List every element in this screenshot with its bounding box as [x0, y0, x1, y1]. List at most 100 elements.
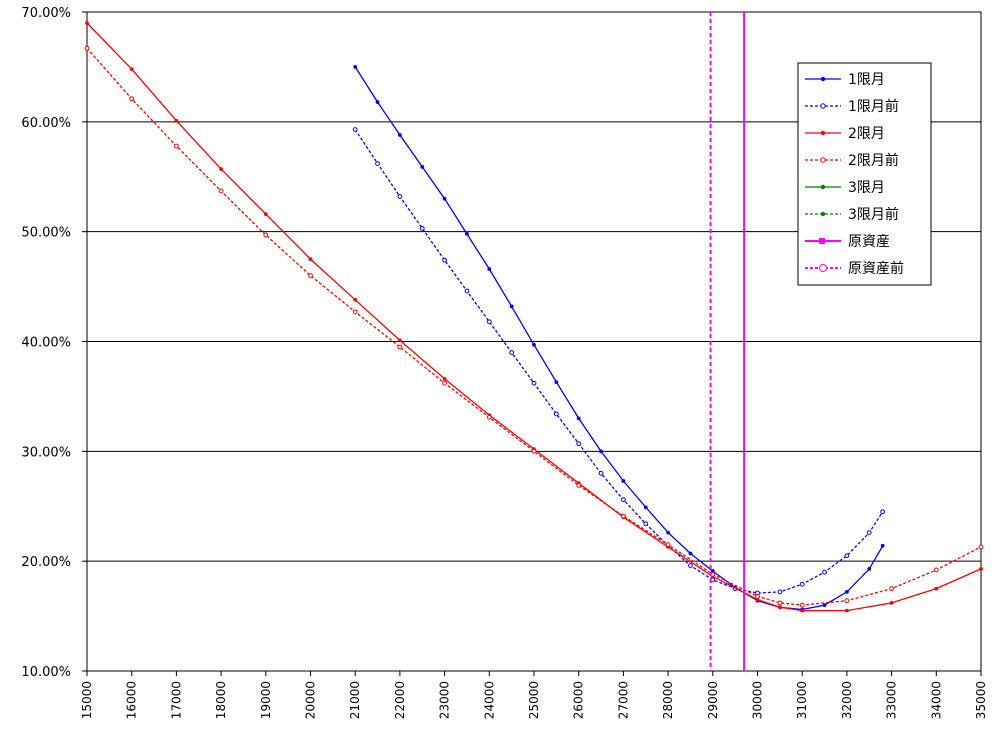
data-point — [933, 567, 939, 573]
data-point — [509, 304, 514, 309]
data-point — [219, 167, 224, 171]
data-point — [487, 267, 492, 271]
x-tick-label: 24000 — [482, 681, 496, 719]
data-point — [397, 344, 403, 350]
data-point — [442, 257, 448, 263]
y-tick-label: 20.00% — [21, 555, 71, 570]
x-tick-label: 25000 — [527, 681, 541, 719]
data-point — [621, 513, 626, 519]
x-tick-label: 19000 — [259, 681, 273, 719]
data-point — [398, 338, 402, 343]
data-point — [553, 411, 559, 417]
data-point — [688, 551, 693, 556]
x-tick-label: 35000 — [974, 681, 988, 719]
data-point — [845, 608, 849, 613]
x-tick-label: 34000 — [929, 681, 943, 719]
data-point — [889, 601, 894, 605]
legend-label: 1限月前 — [848, 98, 899, 115]
legend-marker — [820, 211, 826, 217]
x-axis-ticks: 15000 16000 17000 18000 19000 20000 21000 22000… — [80, 671, 988, 719]
x-tick-label: 22000 — [393, 681, 407, 719]
legend-label: 原資産 — [848, 234, 890, 250]
x-tick-label: 32000 — [840, 681, 854, 719]
y-axis-ticks: 10.00% 20.00% 30.00% 40.00% 50.00% 60.00% 70.0… — [21, 6, 87, 680]
data-point — [867, 566, 872, 571]
data-point — [218, 188, 224, 194]
data-point — [643, 521, 649, 527]
y-tick-label: 10.00% — [21, 665, 71, 680]
x-tick-label: 31000 — [795, 681, 809, 719]
x-tick-label: 26000 — [572, 681, 586, 719]
series-line-4 — [86, 47, 982, 606]
data-point — [509, 350, 515, 355]
data-point — [308, 257, 313, 262]
data-point — [84, 45, 90, 51]
data-point — [263, 232, 269, 238]
y-tick-label: 70.00% — [21, 6, 71, 21]
data-point — [599, 449, 603, 454]
legend-label: 3限月前 — [848, 206, 899, 223]
data-point — [375, 100, 380, 104]
data-point — [576, 482, 582, 488]
data-point — [880, 543, 885, 548]
data-point — [576, 441, 582, 447]
data-point — [532, 342, 536, 347]
data-point — [934, 586, 939, 591]
legend-marker — [820, 103, 826, 109]
y-tick-label: 40.00% — [21, 336, 71, 351]
x-tick-label: 28000 — [661, 681, 675, 719]
data-point — [419, 225, 425, 231]
data-point — [978, 544, 984, 550]
data-point — [844, 553, 850, 559]
data-point — [889, 586, 894, 592]
data-point — [398, 133, 402, 137]
data-point — [442, 380, 448, 386]
legend-label: 2限月 — [848, 126, 885, 142]
data-point — [688, 563, 693, 568]
data-point — [531, 448, 537, 454]
data-point — [845, 590, 849, 594]
data-point — [85, 21, 89, 25]
data-point — [643, 505, 648, 510]
legend-label: 3限月 — [848, 180, 885, 196]
data-point — [174, 118, 179, 123]
x-tick-label: 20000 — [304, 681, 318, 719]
data-point — [777, 589, 783, 595]
data-point — [263, 212, 268, 216]
x-tick-label: 15000 — [80, 681, 94, 719]
series-group — [84, 12, 984, 671]
data-point — [665, 542, 671, 548]
data-point — [979, 566, 983, 571]
data-point — [308, 273, 313, 279]
data-point — [464, 288, 470, 294]
data-point — [442, 376, 447, 381]
data-point — [352, 127, 358, 132]
x-tick-label: 21000 — [348, 681, 362, 719]
data-point — [465, 231, 469, 236]
data-point — [486, 414, 492, 420]
data-point — [755, 597, 760, 602]
legend-marker — [820, 130, 826, 136]
data-point — [442, 196, 447, 201]
x-tick-label: 29000 — [706, 681, 720, 719]
x-tick-label: 16000 — [125, 681, 139, 719]
legend-label: 2限月前 — [848, 152, 899, 169]
data-point — [352, 309, 358, 315]
data-point — [420, 164, 425, 169]
data-point — [353, 297, 358, 302]
data-point — [174, 143, 179, 149]
y-tick-label: 60.00% — [21, 116, 71, 131]
data-point — [866, 530, 872, 536]
data-point — [129, 96, 135, 102]
legend-marker — [820, 76, 826, 82]
x-tick-label: 18000 — [214, 681, 228, 719]
legend-label: 1限月 — [848, 72, 885, 88]
data-point — [844, 598, 850, 604]
data-point — [755, 593, 760, 599]
data-point — [822, 603, 827, 607]
data-point — [799, 581, 805, 587]
data-point — [397, 194, 403, 199]
data-point — [666, 530, 670, 535]
data-point — [576, 416, 581, 421]
